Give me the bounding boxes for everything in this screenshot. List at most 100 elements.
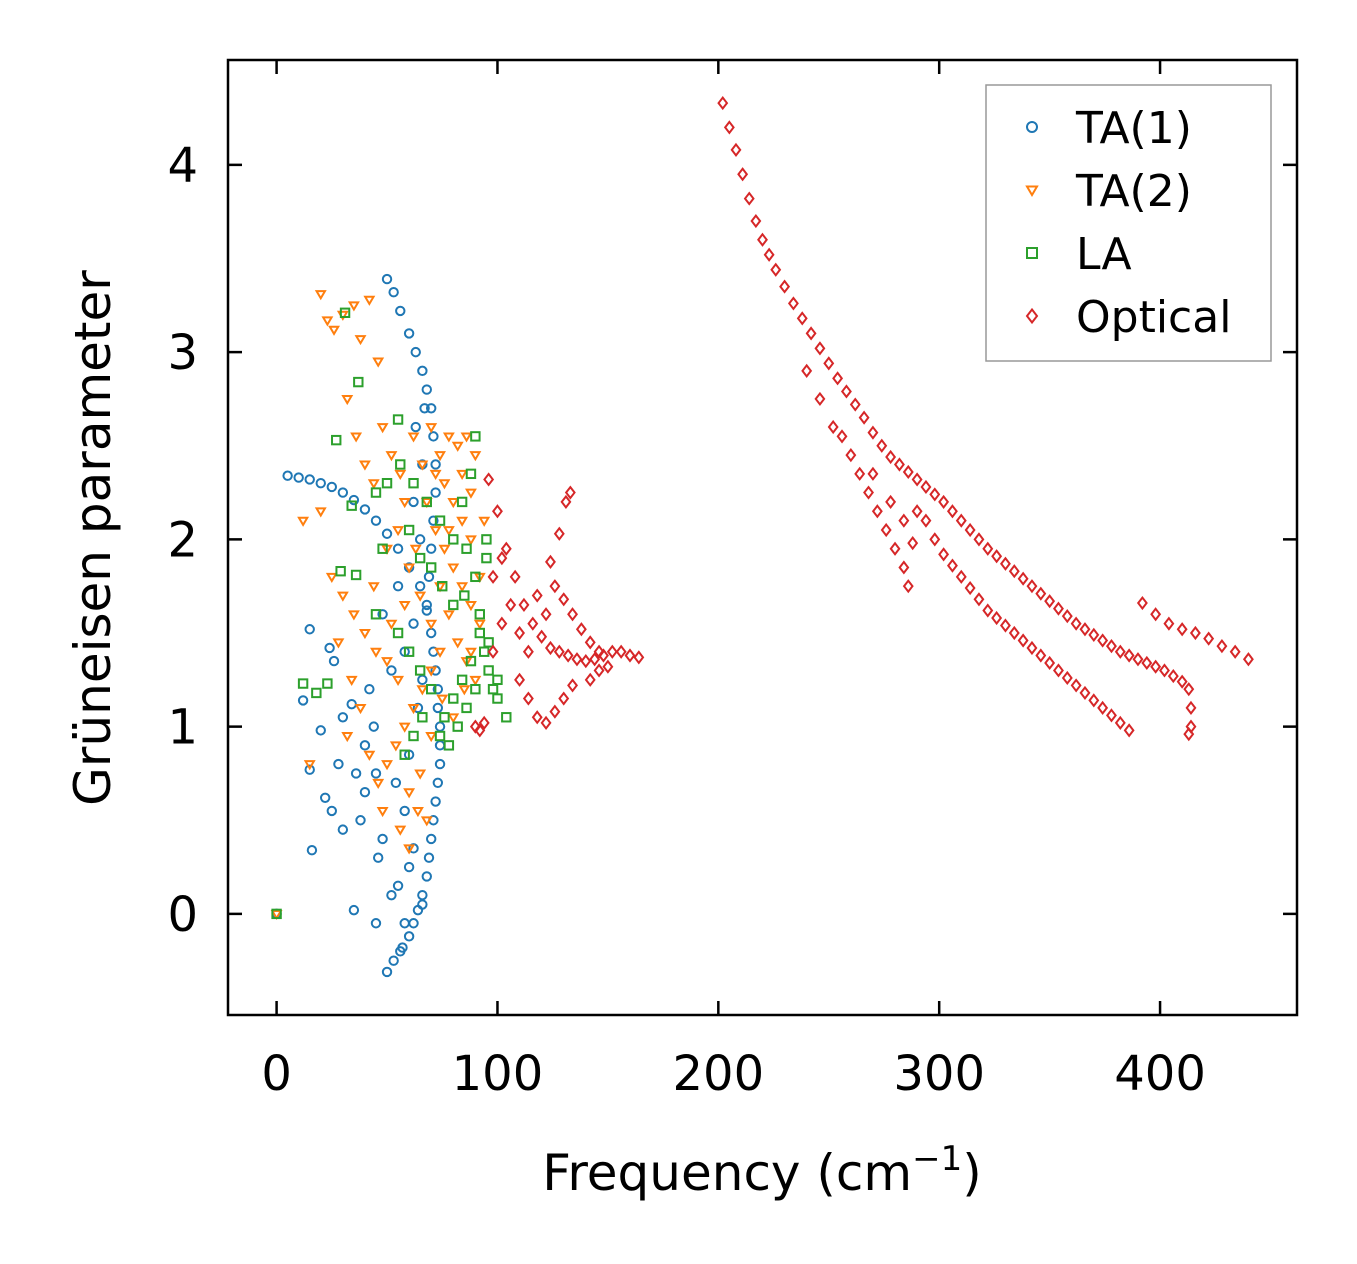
data-point-ta-1 xyxy=(403,328,415,339)
data-point-ta-1 xyxy=(304,764,315,775)
data-point-ta-1 xyxy=(315,477,326,489)
data-point-optical xyxy=(907,536,919,551)
data-point-optical xyxy=(867,425,879,440)
data-point-ta-2 xyxy=(438,479,451,490)
data-point-optical xyxy=(593,663,605,678)
data-point-optical xyxy=(911,472,923,487)
data-point-optical xyxy=(1176,674,1188,689)
data-point-optical xyxy=(580,653,592,669)
data-point-ta-1 xyxy=(395,946,406,957)
legend-marker-la xyxy=(1026,247,1038,259)
data-point-ta-2 xyxy=(270,909,283,921)
data-point-ta-2 xyxy=(354,703,367,715)
data-point-optical xyxy=(560,494,572,510)
data-point-la xyxy=(392,627,404,639)
data-point-la xyxy=(470,683,481,695)
data-point-ta-2 xyxy=(407,432,420,443)
data-point-ta-2 xyxy=(350,432,363,443)
data-point-optical xyxy=(491,504,503,519)
data-point-la xyxy=(448,534,459,545)
data-point-ta-2 xyxy=(456,582,469,593)
data-point-ta-1 xyxy=(381,273,393,285)
data-point-optical xyxy=(823,356,835,371)
data-point-ta-2 xyxy=(367,479,380,490)
data-point-optical xyxy=(880,522,892,538)
data-point-optical xyxy=(522,644,534,659)
data-point-optical xyxy=(1088,627,1100,642)
data-point-ta-1 xyxy=(337,712,349,723)
legend-label-ta-2: TA(2) xyxy=(1075,166,1192,217)
data-point-optical xyxy=(955,513,967,528)
data-point-ta-2 xyxy=(394,469,407,481)
data-point-ta-2 xyxy=(398,722,411,733)
data-point-optical xyxy=(1176,622,1188,637)
data-point-ta-2 xyxy=(438,544,451,555)
data-point-optical xyxy=(514,625,526,641)
data-point-optical xyxy=(478,715,490,730)
data-point-optical xyxy=(973,532,985,547)
data-point-ta-1 xyxy=(399,805,410,817)
data-point-optical xyxy=(1114,715,1126,730)
data-point-ta-2 xyxy=(469,675,482,686)
data-point-optical xyxy=(946,504,958,519)
data-point-ta-1 xyxy=(430,487,441,498)
data-point-ta-2 xyxy=(389,741,402,752)
data-point-ta-1 xyxy=(370,918,382,929)
data-point-ta-1 xyxy=(381,528,393,539)
data-point-ta-2 xyxy=(345,675,358,686)
data-point-optical xyxy=(1008,564,1020,579)
y-tick-label: 4 xyxy=(167,138,198,194)
data-point-ta-2 xyxy=(456,516,469,527)
data-point-optical xyxy=(889,541,901,556)
data-point-optical xyxy=(1216,639,1228,654)
data-point-ta-1 xyxy=(399,918,410,929)
data-point-optical xyxy=(567,607,579,622)
data-point-ta-2 xyxy=(478,516,491,527)
data-point-optical xyxy=(1097,700,1109,716)
data-point-ta-1 xyxy=(425,833,437,845)
data-point-la xyxy=(448,693,459,704)
data-point-ta-2 xyxy=(434,451,446,462)
data-point-la xyxy=(425,562,437,573)
data-point-optical xyxy=(787,296,799,311)
data-point-optical xyxy=(730,142,742,157)
data-point-ta-2 xyxy=(403,844,416,855)
data-point-optical xyxy=(531,710,543,725)
data-point-ta-2 xyxy=(358,629,371,640)
data-point-ta-2 xyxy=(385,451,398,462)
data-point-la xyxy=(474,609,485,620)
data-point-optical xyxy=(801,363,813,378)
data-point-optical xyxy=(1035,648,1047,663)
data-point-ta-2 xyxy=(425,732,438,743)
data-point-la xyxy=(481,534,492,545)
data-point-la xyxy=(339,307,351,318)
data-point-optical xyxy=(571,652,583,667)
data-point-ta-1 xyxy=(306,845,318,856)
data-point-optical xyxy=(1114,644,1126,659)
data-point-ta-1 xyxy=(326,481,338,493)
data-point-la xyxy=(414,665,426,676)
data-point-ta-1 xyxy=(304,474,315,485)
data-point-ta-1 xyxy=(414,534,426,545)
data-point-ta-1 xyxy=(410,421,421,433)
data-point-ta-1 xyxy=(425,543,437,554)
data-point-optical xyxy=(584,672,596,687)
data-point-la xyxy=(421,496,432,508)
data-point-ta-1 xyxy=(408,843,419,854)
data-point-ta-2 xyxy=(303,760,316,771)
data-point-optical xyxy=(1203,631,1215,646)
data-point-ta-2 xyxy=(465,600,477,612)
data-point-la xyxy=(377,543,388,554)
legend-label-la: LA xyxy=(1076,229,1132,280)
data-point-la xyxy=(439,712,450,723)
data-point-optical xyxy=(863,485,874,500)
data-point-ta-1 xyxy=(410,346,421,358)
data-point-ta-1 xyxy=(390,777,402,789)
data-point-ta-1 xyxy=(421,599,432,611)
data-point-ta-2 xyxy=(414,591,427,602)
data-point-la xyxy=(403,646,415,657)
data-point-optical xyxy=(743,191,755,206)
data-point-ta-2 xyxy=(398,497,411,509)
data-point-la xyxy=(353,376,364,388)
data-point-optical xyxy=(750,213,762,229)
